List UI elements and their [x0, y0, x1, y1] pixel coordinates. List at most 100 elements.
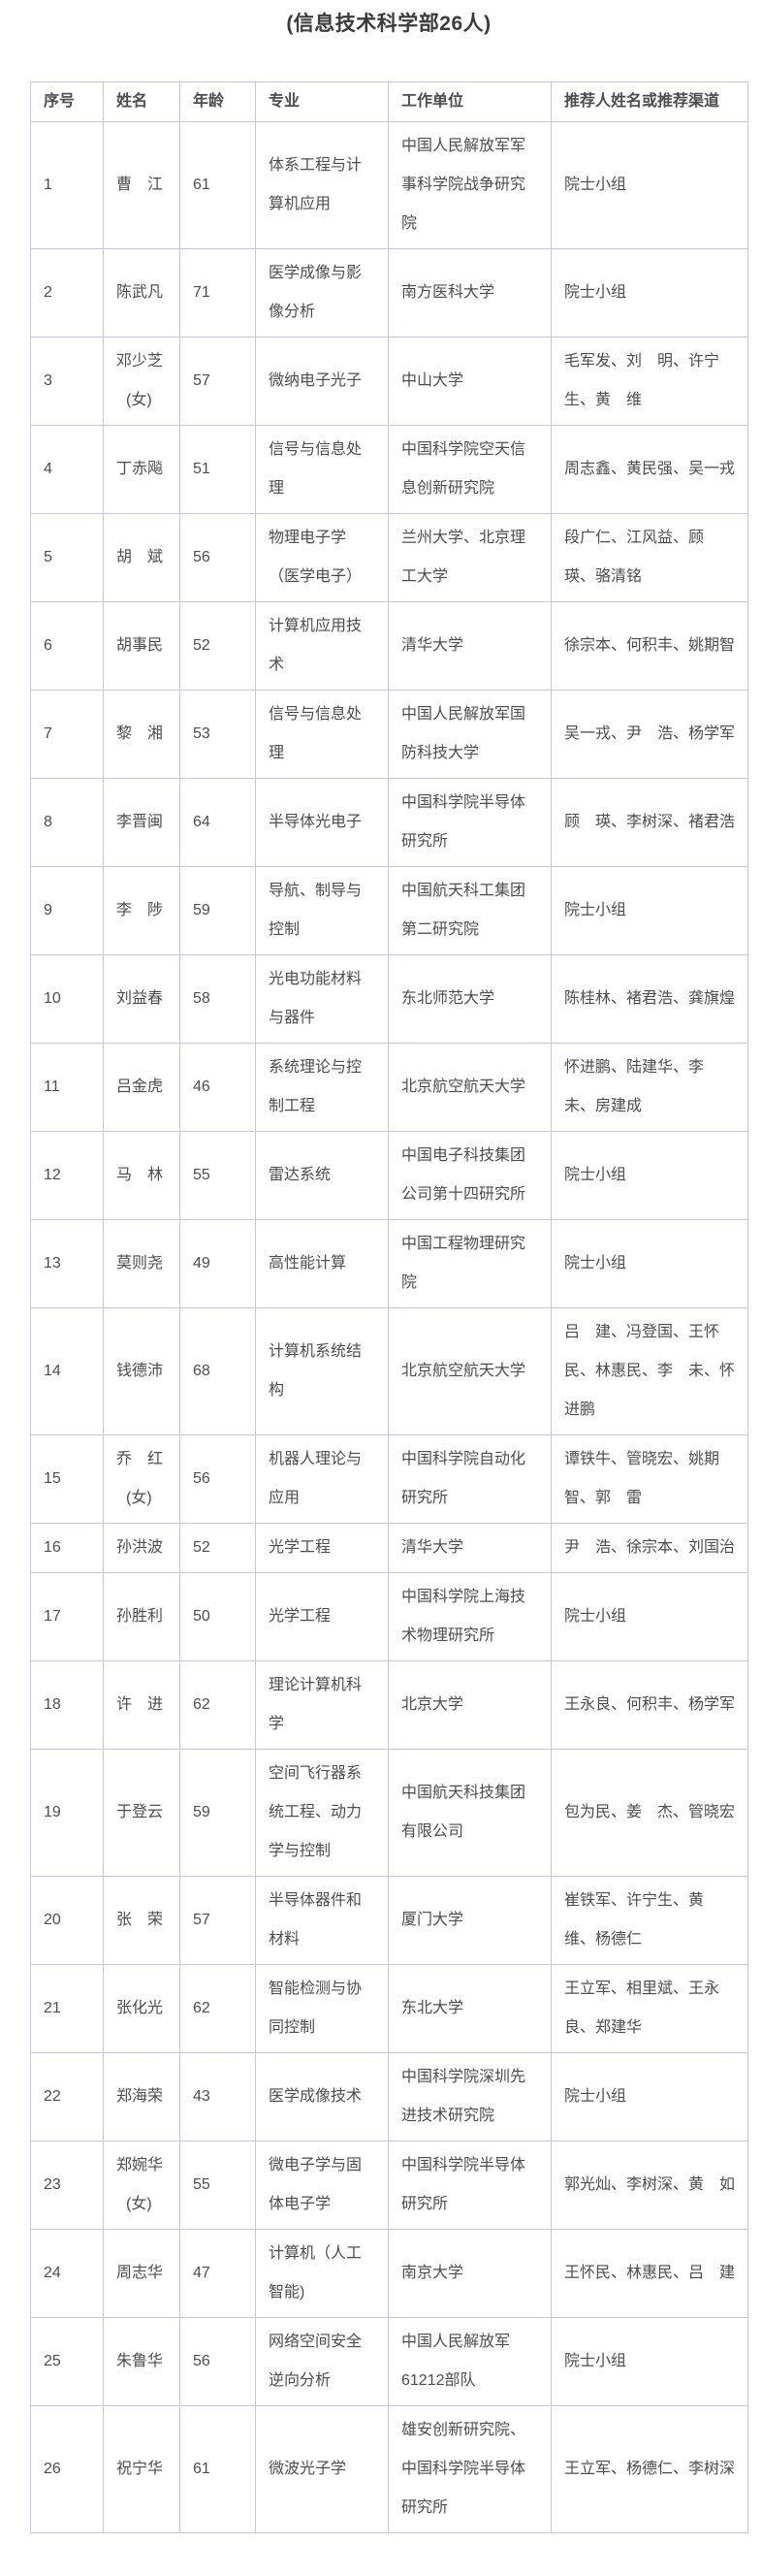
candidate-name: 李 陟	[116, 902, 164, 918]
major-cell: 机器人理论与应用	[255, 1434, 389, 1524]
index-cell: 10	[30, 954, 104, 1044]
table-body: 1 曹 江 61 体系工程与计算机应用 中国人民解放军军事科学院战争研究院 院士…	[30, 121, 748, 2533]
recommender-cell: 院士小组	[551, 1572, 748, 1661]
index-cell: 18	[30, 1660, 104, 1750]
recommender-cell: 院士小组	[551, 866, 748, 955]
age-cell: 52	[179, 601, 256, 691]
table-row: 6 胡事民 52 计算机应用技术 清华大学 徐宗本、何积丰、姚期智	[30, 601, 748, 691]
recommender-cell: 顾 瑛、李树深、褚君浩	[551, 778, 748, 867]
name-cell: 曹 江	[103, 121, 180, 249]
major-cell: 微纳电子光子	[255, 337, 389, 426]
age-cell: 59	[179, 1749, 256, 1877]
header-name: 姓名	[103, 81, 180, 122]
major-cell: 智能检测与协同控制	[255, 1964, 389, 2053]
recommender-cell: 院士小组	[551, 1219, 748, 1308]
index-cell: 8	[30, 778, 104, 867]
recommender-cell: 周志鑫、黄民强、吴一戎	[551, 425, 748, 514]
unit-cell: 北京大学	[388, 1660, 552, 1750]
major-cell: 高性能计算	[255, 1219, 389, 1308]
table-row: 7 黎 湘 53 信号与信息处理 中国人民解放军国防科技大学 吴一戎、尹 浩、杨…	[30, 690, 748, 779]
age-cell: 64	[179, 778, 256, 867]
table-header: 序号 姓名 年龄 专业 工作单位 推荐人姓名或推荐渠道	[30, 81, 748, 122]
table-row: 13 莫则尧 49 高性能计算 中国工程物理研究院 院士小组	[30, 1219, 748, 1308]
recommender-cell: 院士小组	[551, 1131, 748, 1220]
index-cell: 12	[30, 1131, 104, 1220]
table-row: 9 李 陟 59 导航、制导与控制 中国航天科工集团第二研究院 院士小组	[30, 866, 748, 955]
unit-cell: 南京大学	[388, 2229, 552, 2318]
candidates-table: 序号 姓名 年龄 专业 工作单位 推荐人姓名或推荐渠道 1 曹 江 61 体系工…	[30, 81, 748, 2533]
unit-cell: 中国人民解放军军事科学院战争研究院	[388, 121, 552, 249]
index-cell: 14	[30, 1307, 104, 1435]
name-cell: 陈武凡	[103, 248, 180, 338]
name-cell: 胡事民	[103, 601, 180, 691]
candidate-name: 吕金虎	[116, 1079, 164, 1095]
index-cell: 6	[30, 601, 104, 691]
candidate-name: 莫则尧	[116, 1255, 164, 1272]
index-cell: 26	[30, 2405, 104, 2533]
major-cell: 物理电子学（医学电子）	[255, 513, 389, 602]
index-cell: 24	[30, 2229, 104, 2318]
age-cell: 61	[179, 121, 256, 249]
unit-cell: 中国科学院深圳先进技术研究院	[388, 2052, 552, 2141]
major-cell: 光学工程	[255, 1572, 389, 1661]
age-cell: 56	[179, 1434, 256, 1524]
candidate-name: 于登云	[116, 1804, 164, 1820]
age-cell: 57	[179, 337, 256, 426]
age-cell: 56	[179, 513, 256, 602]
recommender-cell: 王怀民、林惠民、吕 建	[551, 2229, 748, 2318]
recommender-cell: 院士小组	[551, 2052, 748, 2141]
age-cell: 68	[179, 1307, 256, 1435]
name-cell: 郑婉华 (女)	[103, 2141, 180, 2230]
major-cell: 理论计算机科学	[255, 1660, 389, 1750]
name-cell: 张化光	[103, 1964, 180, 2053]
table-row: 23 郑婉华 (女) 55 微电子学与固体电子学 中国科学院半导体研究所 郭光灿、…	[30, 2141, 748, 2230]
name-cell: 李晋闽	[103, 778, 180, 867]
index-cell: 2	[30, 248, 104, 338]
name-cell: 朱鲁华	[103, 2317, 180, 2406]
table-row: 17 孙胜利 50 光学工程 中国科学院上海技术物理研究所 院士小组	[30, 1572, 748, 1661]
recommender-cell: 崔铁军、许宁生、黄 维、杨德仁	[551, 1876, 748, 1965]
unit-cell: 东北大学	[388, 1964, 552, 2053]
index-cell: 15	[30, 1434, 104, 1524]
recommender-cell: 王永良、何积丰、杨学军	[551, 1660, 748, 1750]
major-cell: 微波光子学	[255, 2405, 389, 2533]
table-row: 1 曹 江 61 体系工程与计算机应用 中国人民解放军军事科学院战争研究院 院士…	[30, 121, 748, 249]
candidate-name: 朱鲁华	[116, 2353, 164, 2369]
age-cell: 52	[179, 1523, 256, 1573]
unit-cell: 中国航天科工集团第二研究院	[388, 866, 552, 955]
major-cell: 微电子学与固体电子学	[255, 2141, 389, 2230]
candidate-name: 祝宁华	[116, 2461, 164, 2477]
age-cell: 55	[179, 2141, 256, 2230]
candidate-name: 张化光	[116, 2000, 164, 2016]
unit-cell: 中国人民解放军国防科技大学	[388, 690, 552, 779]
name-cell: 胡 斌	[103, 513, 180, 602]
table-row: 24 周志华 47 计算机（人工智能) 南京大学 王怀民、林惠民、吕 建	[30, 2229, 748, 2318]
age-cell: 53	[179, 690, 256, 779]
recommender-cell: 郭光灿、李树深、黄 如	[551, 2141, 748, 2230]
candidate-name: 丁赤飚	[116, 461, 164, 477]
recommender-cell: 王立军、相里斌、王永良、郑建华	[551, 1964, 748, 2053]
candidate-name: 陈武凡	[116, 284, 164, 301]
table-row: 19 于登云 59 空间飞行器系统工程、动力学与控制 中国航天科技集团有限公司 …	[30, 1749, 748, 1877]
recommender-cell: 吕 建、冯登国、王怀民、林惠民、李 未、怀进鹏	[551, 1307, 748, 1435]
age-cell: 55	[179, 1131, 256, 1220]
table-row: 12 马 林 55 雷达系统 中国电子科技集团公司第十四研究所 院士小组	[30, 1131, 748, 1220]
major-cell: 半导体器件和材料	[255, 1876, 389, 1965]
name-cell: 李 陟	[103, 866, 180, 955]
candidate-name: 孙胜利	[116, 1608, 164, 1625]
unit-cell: 中国科学院半导体研究所	[388, 2141, 552, 2230]
index-cell: 4	[30, 425, 104, 514]
candidate-name: 孙洪波	[116, 1539, 164, 1556]
table-row: 18 许 进 62 理论计算机科学 北京大学 王永良、何积丰、杨学军	[30, 1660, 748, 1750]
header-row: 序号 姓名 年龄 专业 工作单位 推荐人姓名或推荐渠道	[30, 81, 748, 122]
name-cell: 许 进	[103, 1660, 180, 1750]
name-cell: 于登云	[103, 1749, 180, 1877]
recommender-cell: 怀进鹏、陆建华、李 未、房建成	[551, 1043, 748, 1132]
major-cell: 空间飞行器系统工程、动力学与控制	[255, 1749, 389, 1877]
name-cell: 钱德沛	[103, 1307, 180, 1435]
candidate-name: 张 荣	[116, 1912, 164, 1928]
table-row: 8 李晋闽 64 半导体光电子 中国科学院半导体研究所 顾 瑛、李树深、褚君浩	[30, 778, 748, 867]
major-cell: 光学工程	[255, 1523, 389, 1573]
major-cell: 导航、制导与控制	[255, 866, 389, 955]
gender-label: (女)	[126, 2196, 152, 2212]
